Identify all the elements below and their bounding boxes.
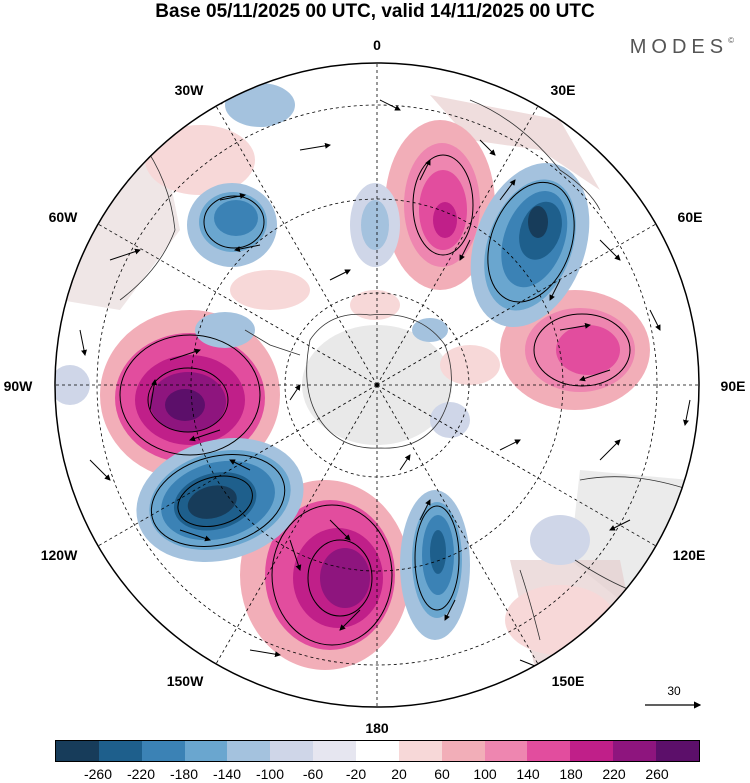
lon-label-150e: 150E	[551, 673, 585, 689]
legend-swatch	[184, 741, 228, 761]
legend-swatch	[356, 741, 399, 761]
south-pole-marker	[375, 383, 379, 387]
legend-swatch	[313, 741, 357, 761]
reference-wind-value: 30	[667, 684, 681, 698]
coastlines	[119, 99, 691, 641]
legend-tick-label: 100	[473, 766, 497, 782]
legend-tick-label: 180	[559, 766, 583, 782]
graticule	[55, 63, 699, 707]
legend-swatch	[484, 741, 528, 761]
legend-tick-label: 20	[391, 766, 407, 782]
color-legend	[55, 740, 700, 762]
lon-label-180: 180	[365, 720, 389, 736]
legend-tick-label: -140	[212, 766, 242, 782]
lon-label-150w: 150W	[166, 673, 204, 689]
legend-swatch	[398, 741, 442, 761]
legend-tick-label: -260	[83, 766, 113, 782]
legend-swatch	[227, 741, 271, 761]
lon-label-30w: 30W	[174, 82, 204, 98]
legend-tick-label: 60	[434, 766, 450, 782]
legend-tick-label: -20	[345, 766, 367, 782]
lon-label-60e: 60E	[677, 209, 703, 225]
legend-tick-label: -220	[126, 766, 156, 782]
anomaly-field	[55, 63, 699, 707]
lon-label-90e: 90E	[720, 378, 746, 394]
legend-tick-label: -100	[255, 766, 285, 782]
lon-label-30e: 30E	[550, 82, 576, 98]
wind-vectors	[79, 99, 691, 671]
brand-name: MODES	[629, 36, 729, 58]
africa-landmass	[430, 95, 600, 190]
map-title: Base 05/11/2025 00 UTC, valid 14/11/2025…	[155, 1, 595, 22]
legend-tick-label: -60	[302, 766, 324, 782]
legend-swatch	[527, 741, 571, 761]
legend-tick-label: 260	[645, 766, 669, 782]
brand-logo: MODES©	[630, 36, 734, 59]
legend-tick-label: -180	[169, 766, 199, 782]
south-america-landmass	[60, 130, 180, 310]
height-contours	[119, 154, 631, 646]
legend-swatch	[656, 741, 699, 761]
positive-anomalies	[100, 120, 650, 670]
legend-tick-label: 220	[602, 766, 626, 782]
copyright-mark: ©	[728, 36, 734, 45]
lon-label-120w: 120W	[40, 547, 78, 563]
legend-swatch	[441, 741, 485, 761]
legend-swatch	[613, 741, 657, 761]
negative-anomalies	[55, 83, 590, 640]
legend-swatch	[270, 741, 314, 761]
legend-tick-label: 140	[516, 766, 540, 782]
legend-swatch	[56, 741, 99, 761]
lon-label-120e: 120E	[672, 547, 706, 563]
lon-label-60w: 60W	[48, 209, 78, 225]
legend-swatch	[98, 741, 142, 761]
legend-swatch	[141, 741, 185, 761]
map-boundary	[54, 62, 700, 708]
lon-label-0: 0	[373, 37, 381, 53]
lon-label-90w: 90W	[3, 378, 33, 394]
legend-swatch	[570, 741, 614, 761]
